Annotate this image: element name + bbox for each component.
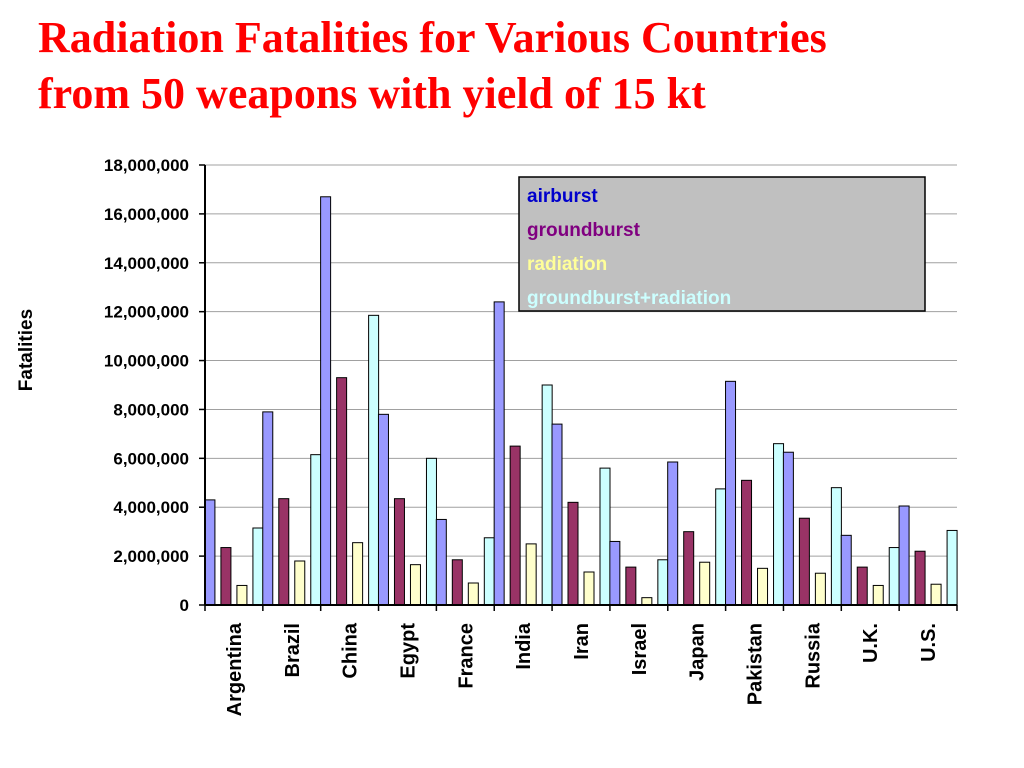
bar-airburst <box>435 518 447 606</box>
y-tick-label: 10,000,000 <box>104 352 189 371</box>
x-tick-label: Iran <box>571 623 593 660</box>
bar-radiation <box>583 571 595 606</box>
bar-radiation <box>525 543 537 606</box>
bar-radiation <box>294 560 306 606</box>
bar-groundburst-radiation <box>657 559 669 606</box>
y-tick-label: 8,000,000 <box>113 400 189 419</box>
bar-groundburst <box>567 501 579 606</box>
bar-groundburst-radiation <box>946 529 958 606</box>
bar-airburst <box>493 301 505 606</box>
title-line-2: from 50 weapons with yield of 15 kt <box>38 69 706 118</box>
y-tick-label: 16,000,000 <box>104 205 189 224</box>
x-tick-label: Egypt <box>397 623 419 679</box>
bar-airburst <box>725 380 737 606</box>
bar-groundburst <box>451 559 463 606</box>
bar-groundburst-radiation <box>773 443 785 606</box>
bar-groundburst-radiation <box>715 488 727 606</box>
x-tick-label: China <box>340 622 362 678</box>
bar-airburst <box>609 540 621 606</box>
bar-groundburst-radiation <box>252 527 264 606</box>
bar-groundburst-radiation <box>541 384 553 606</box>
bar-airburst <box>782 451 794 606</box>
bar-radiation <box>872 584 884 606</box>
x-tick-label: Pakistan <box>745 623 767 705</box>
x-tick-label: Argentina <box>224 622 246 716</box>
title-line-1: Radiation Fatalities for Various Countri… <box>38 13 827 62</box>
bar-airburst <box>262 411 274 606</box>
bar-groundburst-radiation <box>310 454 322 606</box>
axes <box>204 165 957 606</box>
x-tick-label: U.K. <box>860 623 882 663</box>
y-axis-ticks: 0 2,000,000 4,000,000 6,000,000 8,000,000 10,… <box>104 156 205 615</box>
bar-groundburst-radiation <box>368 314 380 606</box>
bar-airburst <box>551 423 563 606</box>
legend-box <box>518 176 926 312</box>
y-tick-label: 4,000,000 <box>113 498 189 517</box>
bar-airburst <box>204 499 216 606</box>
bar-radiation <box>699 561 711 606</box>
bar-groundburst <box>683 531 695 606</box>
x-tick-label: France <box>455 623 477 689</box>
bar-radiation <box>641 597 653 606</box>
chart-title: Radiation Fatalities for Various Countri… <box>38 10 1018 122</box>
x-tick-label: Israel <box>629 623 651 675</box>
bar-groundburst <box>278 498 290 606</box>
y-tick-label: 0 <box>180 596 189 615</box>
bar-airburst <box>377 413 389 606</box>
bar-groundburst <box>336 377 348 606</box>
y-tick-label: 6,000,000 <box>113 449 189 468</box>
x-tick-label: Brazil <box>282 623 304 677</box>
bar-groundburst <box>741 479 753 606</box>
legend-item-groundburst: groundburst <box>527 220 641 241</box>
x-tick-label: U.S. <box>918 623 940 662</box>
legend-item-airburst: airburst <box>527 186 598 207</box>
y-tick-label: 12,000,000 <box>104 303 189 322</box>
bar-radiation <box>930 583 942 606</box>
bar-airburst <box>840 534 852 606</box>
legend-item-groundburst-radiation: groundburst+radiation <box>527 288 731 309</box>
bar-groundburst <box>856 566 868 606</box>
y-tick-label: 14,000,000 <box>104 254 189 273</box>
y-tick-label: 18,000,000 <box>104 156 189 175</box>
bar-groundburst <box>509 445 521 606</box>
bar-airburst <box>898 505 910 606</box>
bar-airburst <box>667 461 679 606</box>
bar-groundburst <box>393 498 405 606</box>
x-tick-label: Japan <box>687 623 709 681</box>
bar-airburst <box>320 196 332 606</box>
bar-groundburst-radiation <box>830 487 842 606</box>
bar-radiation <box>352 542 364 606</box>
bar-radiation <box>814 572 826 606</box>
bar-groundburst <box>798 517 810 606</box>
y-axis-label: Fatalities <box>16 309 37 391</box>
legend: airburst groundburst radiation groundburst+… <box>518 176 926 312</box>
bar-radiation <box>467 582 479 606</box>
y-tick-label: 2,000,000 <box>113 547 189 566</box>
bar-groundburst-radiation <box>888 547 900 606</box>
bar-groundburst <box>625 566 637 606</box>
bar-radiation <box>236 584 248 606</box>
bar-groundburst <box>914 550 926 606</box>
legend-item-radiation: radiation <box>527 254 607 275</box>
bar-groundburst-radiation <box>483 537 495 606</box>
x-tick-label: Russia <box>802 622 824 688</box>
bar-groundburst-radiation <box>599 467 611 606</box>
x-axis-ticks: Argentina Brazil China Egypt France India Iran… <box>204 605 958 716</box>
bar-groundburst-radiation <box>425 457 437 606</box>
bars <box>204 196 958 606</box>
bar-groundburst <box>220 547 232 606</box>
bar-radiation <box>409 564 421 606</box>
x-tick-label: India <box>513 622 535 670</box>
bar-radiation <box>757 567 769 606</box>
